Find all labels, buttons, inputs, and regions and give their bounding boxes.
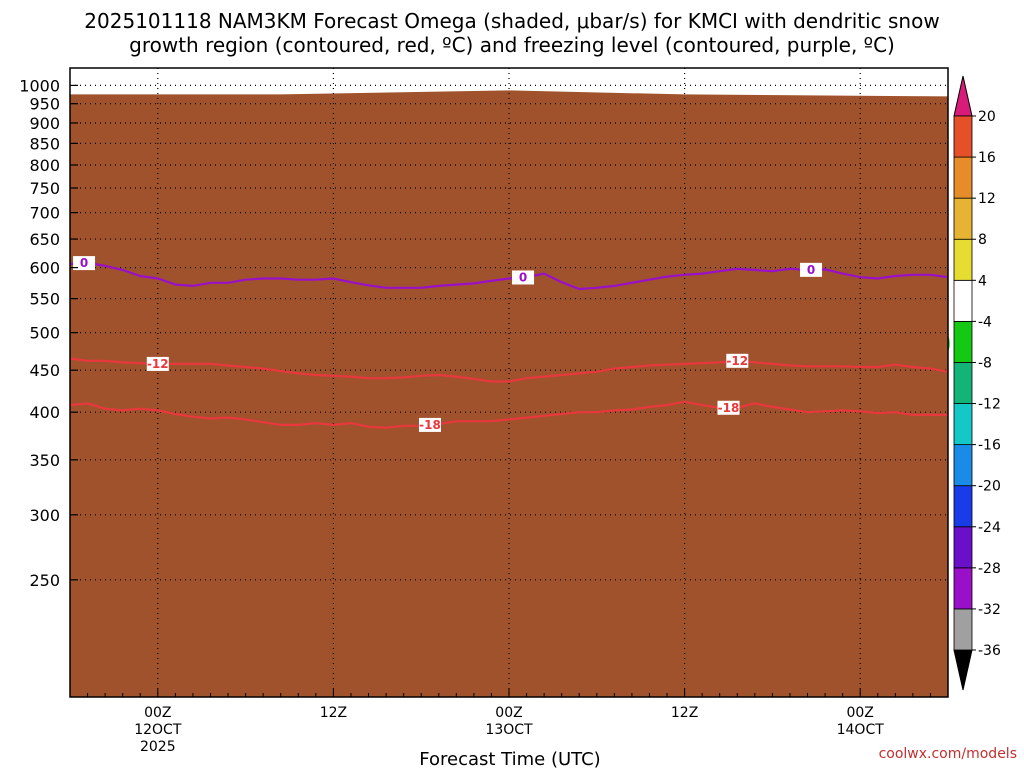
chart-title-line2: growth region (contoured, red, ºC) and f… (129, 33, 895, 57)
colorbar-label: -4 (978, 314, 992, 330)
y-tick-label: 900 (29, 114, 60, 133)
contour-label-0: 0 (80, 256, 88, 270)
x-tick-label: 13OCT (485, 722, 533, 738)
contour-label--18: -18 (419, 418, 441, 432)
colorbar-swatch (953, 362, 973, 404)
colorbar-label: -8 (978, 355, 992, 371)
colorbar-swatch (953, 526, 973, 569)
contour-label-bg (512, 270, 535, 285)
colorbar-swatch (953, 279, 973, 322)
colorbar-label: 16 (978, 150, 996, 166)
x-tick-label: 14OCT (837, 722, 885, 738)
y-tick-label: 800 (29, 156, 60, 175)
colorbar-swatch (953, 320, 973, 363)
colorbar-swatch (953, 403, 973, 446)
colorbar: -36 -32 -28 -24 -20 -16 -12 -8 -4 4 8 12 16 20 (953, 75, 1001, 691)
x-axis-label: Forecast Time (UTC) (419, 749, 600, 768)
colorbar-swatch (953, 238, 973, 281)
y-tick-label: 500 (29, 324, 60, 343)
y-tick-label: 450 (29, 361, 60, 380)
y-tick-label: 950 (29, 95, 60, 114)
colorbar-swatch (953, 567, 973, 610)
y-tick-label: 350 (29, 451, 60, 470)
y-tick-label: 250 (29, 571, 60, 590)
x-tick-label: 2025 (140, 739, 176, 755)
y-tick-label: 550 (29, 290, 60, 309)
y-tick-label: 1000 (19, 76, 60, 95)
colorbar-label: -24 (978, 520, 1001, 536)
colorbar-swatch (953, 197, 973, 240)
y-axis: 2503003504004505005506006507007508008509… (19, 76, 78, 590)
colorbar-label: -36 (978, 643, 1001, 659)
contour-label-0: 0 (807, 263, 815, 277)
colorbar-swatch (953, 608, 973, 651)
colorbar-top-arrow (953, 75, 973, 117)
colorbar-swatch (953, 115, 973, 158)
contour-label--12: -12 (147, 357, 169, 371)
x-tick-label: 12OCT (134, 722, 182, 738)
y-tick-label: 400 (29, 403, 60, 422)
x-tick-label: 12Z (320, 705, 347, 721)
contour-label-bg (717, 400, 740, 415)
colorbar-swatch (953, 444, 973, 487)
x-tick-label: 12Z (671, 705, 698, 721)
y-tick-label: 700 (29, 204, 60, 223)
contour-label-bg (800, 262, 823, 277)
contour-label--18: -18 (718, 401, 740, 415)
contour-label-0: 0 (519, 270, 527, 284)
colorbar-swatch (953, 156, 973, 199)
contour-label--12: -12 (726, 354, 748, 368)
colorbar-label: -12 (978, 397, 1001, 413)
colorbar-label: -16 (978, 438, 1001, 454)
y-tick-label: 300 (29, 506, 60, 525)
credit-text: coolwx.com/models (879, 746, 1017, 762)
contour-label-bg (726, 353, 749, 368)
colorbar-bottom-arrow (953, 649, 973, 691)
colorbar-label: 12 (978, 191, 996, 207)
colorbar-label: 8 (978, 232, 987, 248)
contour-label-bg (73, 256, 96, 271)
colorbar-label: -28 (978, 561, 1001, 577)
colorbar-label: 4 (978, 273, 987, 289)
contour-label-bg (146, 356, 169, 371)
colorbar-label: 20 (978, 109, 996, 125)
colorbar-label: -20 (978, 479, 1001, 495)
y-tick-label: 650 (29, 230, 60, 249)
y-tick-label: 600 (29, 259, 60, 278)
colorbar-label: -32 (978, 602, 1001, 618)
contour-label-bg (418, 417, 441, 432)
contour-line--12 (69, 357, 949, 383)
y-tick-label: 750 (29, 179, 60, 198)
contour-line--18 (69, 400, 948, 429)
x-tick-label: 00Z (846, 705, 873, 721)
plot-area: -18 -18 -12 -12 0 0 0 (69, 67, 950, 698)
chart-title-line1: 2025101118 NAM3KM Forecast Omega (shaded… (84, 9, 939, 33)
y-tick-label: 850 (29, 134, 60, 153)
x-tick-label: 00Z (495, 705, 522, 721)
x-tick-label: 00Z (144, 705, 171, 721)
colorbar-swatch (953, 485, 973, 528)
